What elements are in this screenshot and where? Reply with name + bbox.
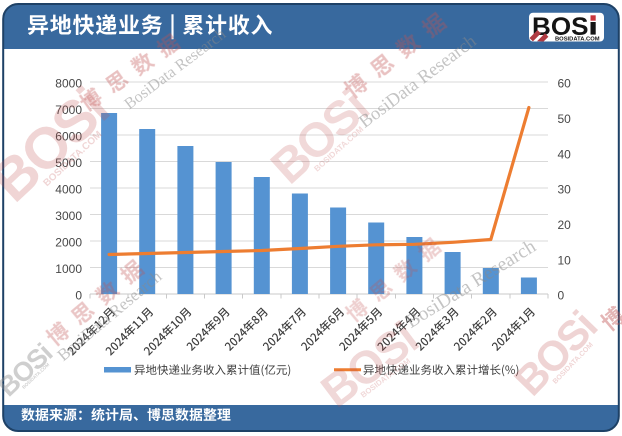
svg-text:20: 20 xyxy=(558,218,572,232)
svg-text:BOSIDATA.COM: BOSIDATA.COM xyxy=(555,37,600,43)
svg-text:10: 10 xyxy=(558,253,572,267)
svg-text:4000: 4000 xyxy=(55,183,82,197)
svg-text:5000: 5000 xyxy=(55,156,82,170)
svg-text:0: 0 xyxy=(558,289,565,303)
svg-text:30: 30 xyxy=(558,183,572,197)
svg-text:50: 50 xyxy=(558,112,572,126)
svg-text:2000: 2000 xyxy=(55,236,82,250)
svg-text:60: 60 xyxy=(558,77,572,91)
svg-text:8000: 8000 xyxy=(55,77,82,91)
svg-text:BOS: BOS xyxy=(532,13,589,41)
svg-text:3000: 3000 xyxy=(55,209,82,223)
svg-text:0: 0 xyxy=(75,289,82,303)
svg-text:7000: 7000 xyxy=(55,103,82,117)
svg-text:40: 40 xyxy=(558,147,572,161)
svg-text:6000: 6000 xyxy=(55,130,82,144)
svg-text:1000: 1000 xyxy=(55,262,82,276)
